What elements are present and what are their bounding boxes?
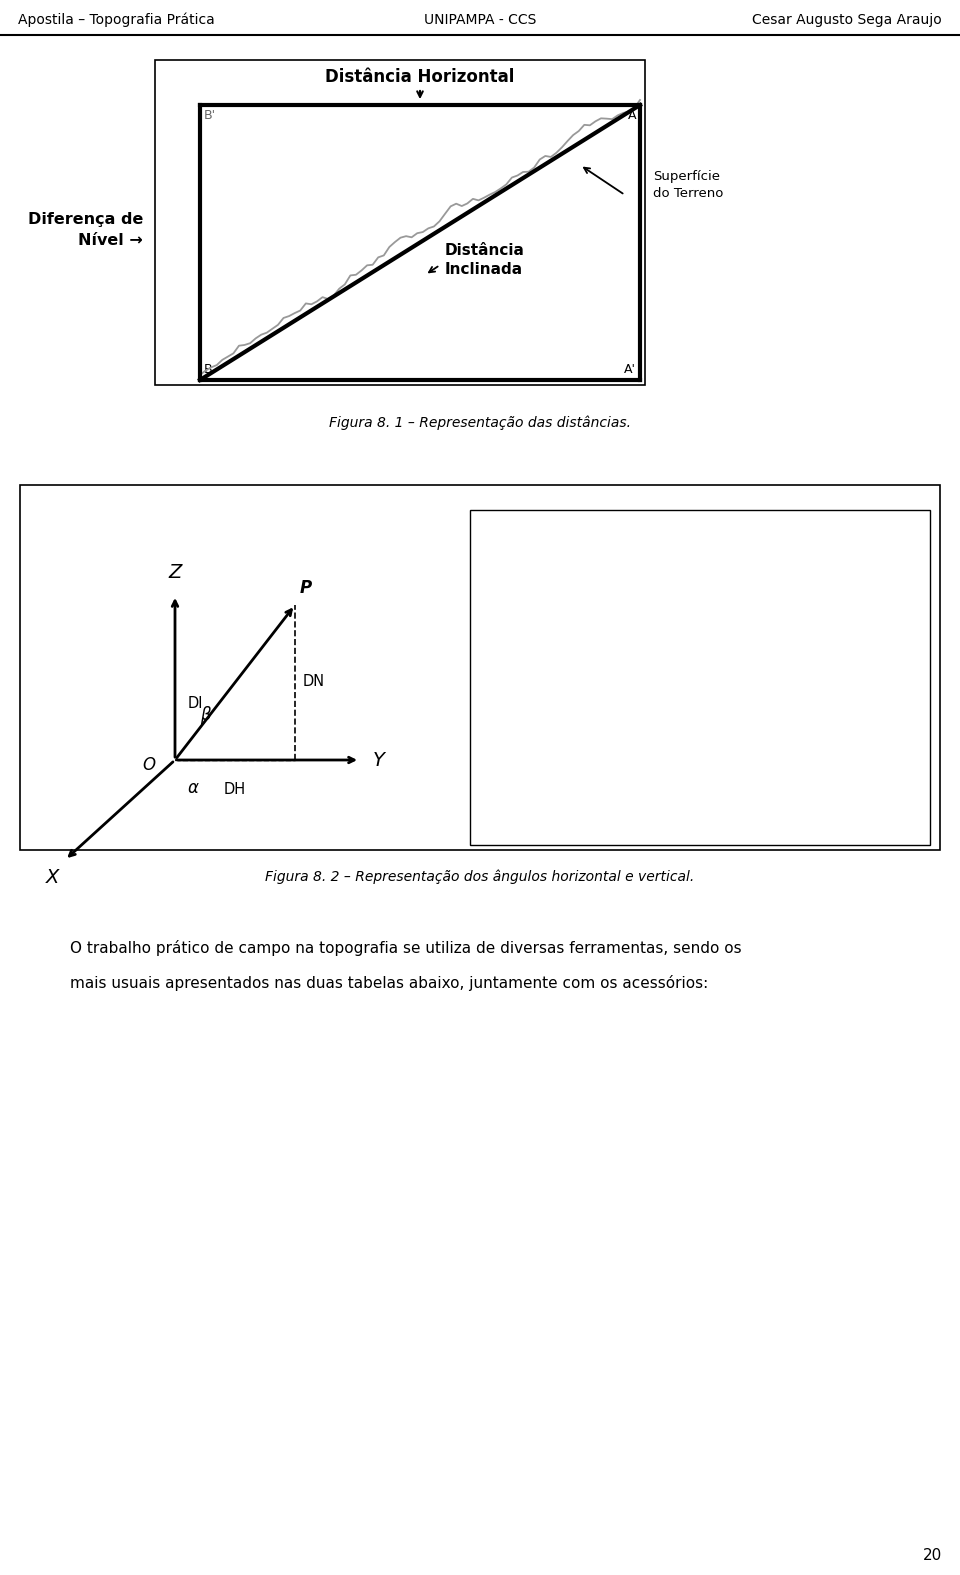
Text: α: α <box>187 780 199 797</box>
Text: B': B' <box>204 109 216 121</box>
Text: A: A <box>628 109 636 121</box>
Text: Diferença de
Nível →: Diferença de Nível → <box>28 213 143 247</box>
Text: O: O <box>142 756 155 773</box>
Text: DH = distância horizontal;: DH = distância horizontal; <box>482 702 665 717</box>
Text: Distância Horizontal: Distância Horizontal <box>325 68 515 87</box>
Text: Figura 8. 2 – Representação dos ângulos horizontal e vertical.: Figura 8. 2 – Representação dos ângulos … <box>265 869 695 885</box>
Text: Cesar Augusto Sega Araujo: Cesar Augusto Sega Araujo <box>753 13 942 27</box>
Text: DN = diferença de nível;: DN = diferença de nível; <box>482 732 653 747</box>
Text: Z: Z <box>168 562 181 583</box>
Text: UNIPAMPA - CCS: UNIPAMPA - CCS <box>423 13 537 27</box>
Text: DI = distância inclinada;: DI = distância inclinada; <box>482 673 652 687</box>
Text: mais usuais apresentados nas duas tabelas abaixo, juntamente com os acessórios:: mais usuais apresentados nas duas tabela… <box>70 975 708 991</box>
Text: α = ângulo horizontal;: α = ângulo horizontal; <box>482 613 637 627</box>
Text: DI: DI <box>187 696 203 710</box>
Text: DH: DH <box>224 783 246 797</box>
Text: B: B <box>204 362 212 376</box>
Text: Apostila – Topografia Prática: Apostila – Topografia Prática <box>18 13 215 27</box>
Text: P = ponto qualquer no espaço tridimensional com: P = ponto qualquer no espaço tridimensio… <box>482 551 830 565</box>
Text: DN: DN <box>303 674 325 690</box>
Text: Distância
Inclinada: Distância Inclinada <box>445 243 525 277</box>
Bar <box>20 485 940 850</box>
Bar <box>155 60 645 384</box>
Text: O trabalho prático de campo na topografia se utiliza de diversas ferramentas, se: O trabalho prático de campo na topografi… <box>70 940 742 956</box>
Text: 20: 20 <box>923 1548 942 1562</box>
Text: β: β <box>200 706 210 724</box>
Text: A': A' <box>624 362 636 376</box>
Text: coordenadas (x,y,z);: coordenadas (x,y,z); <box>482 583 624 595</box>
Bar <box>470 510 930 846</box>
Text: Superfície
do Terreno: Superfície do Terreno <box>653 170 724 200</box>
Text: Onde:: Onde: <box>482 524 528 539</box>
Text: P: P <box>300 580 312 597</box>
Text: Y: Y <box>373 751 385 770</box>
Text: X: X <box>46 868 60 887</box>
Text: β = ângulo vertical;: β = ângulo vertical; <box>482 643 619 657</box>
Text: Figura 8. 1 – Representação das distâncias.: Figura 8. 1 – Representação das distânci… <box>329 414 631 430</box>
